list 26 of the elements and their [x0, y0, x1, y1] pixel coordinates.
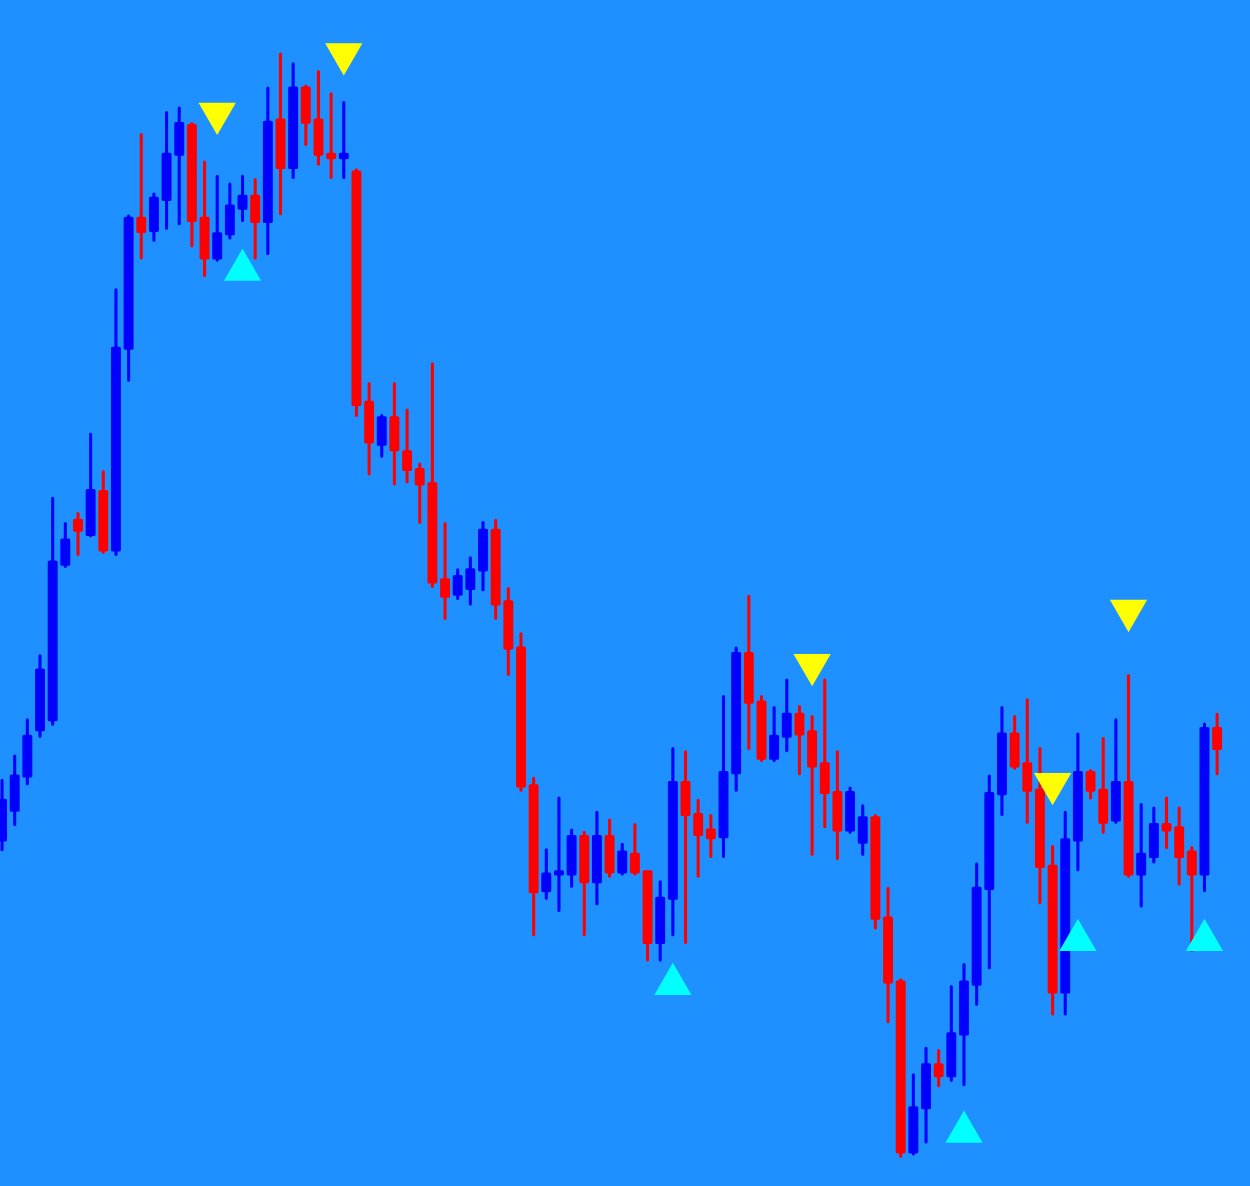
point	[654, 963, 691, 996]
candlestick	[73, 512, 83, 556]
candlestick	[933, 1048, 944, 1088]
candlestick	[1110, 718, 1121, 824]
candlestick	[579, 830, 590, 937]
candlestick	[262, 86, 273, 256]
candlestick	[376, 413, 387, 458]
candlestick	[617, 842, 628, 876]
candlestick	[136, 132, 147, 260]
candlestick	[1199, 722, 1210, 893]
candlestick	[1123, 674, 1134, 878]
candlestick	[275, 52, 286, 216]
candlestick	[338, 100, 349, 179]
candlestick	[389, 382, 400, 486]
candlestick	[288, 62, 299, 179]
candlestick	[85, 432, 96, 538]
point	[325, 43, 362, 75]
point	[199, 102, 236, 135]
point	[1186, 919, 1223, 951]
candlestick	[1212, 712, 1223, 776]
candlestick	[604, 818, 615, 878]
point	[1059, 919, 1096, 951]
candlestick	[591, 810, 602, 906]
point	[945, 1111, 982, 1143]
candlestick	[98, 470, 109, 554]
candlestick	[250, 178, 261, 260]
